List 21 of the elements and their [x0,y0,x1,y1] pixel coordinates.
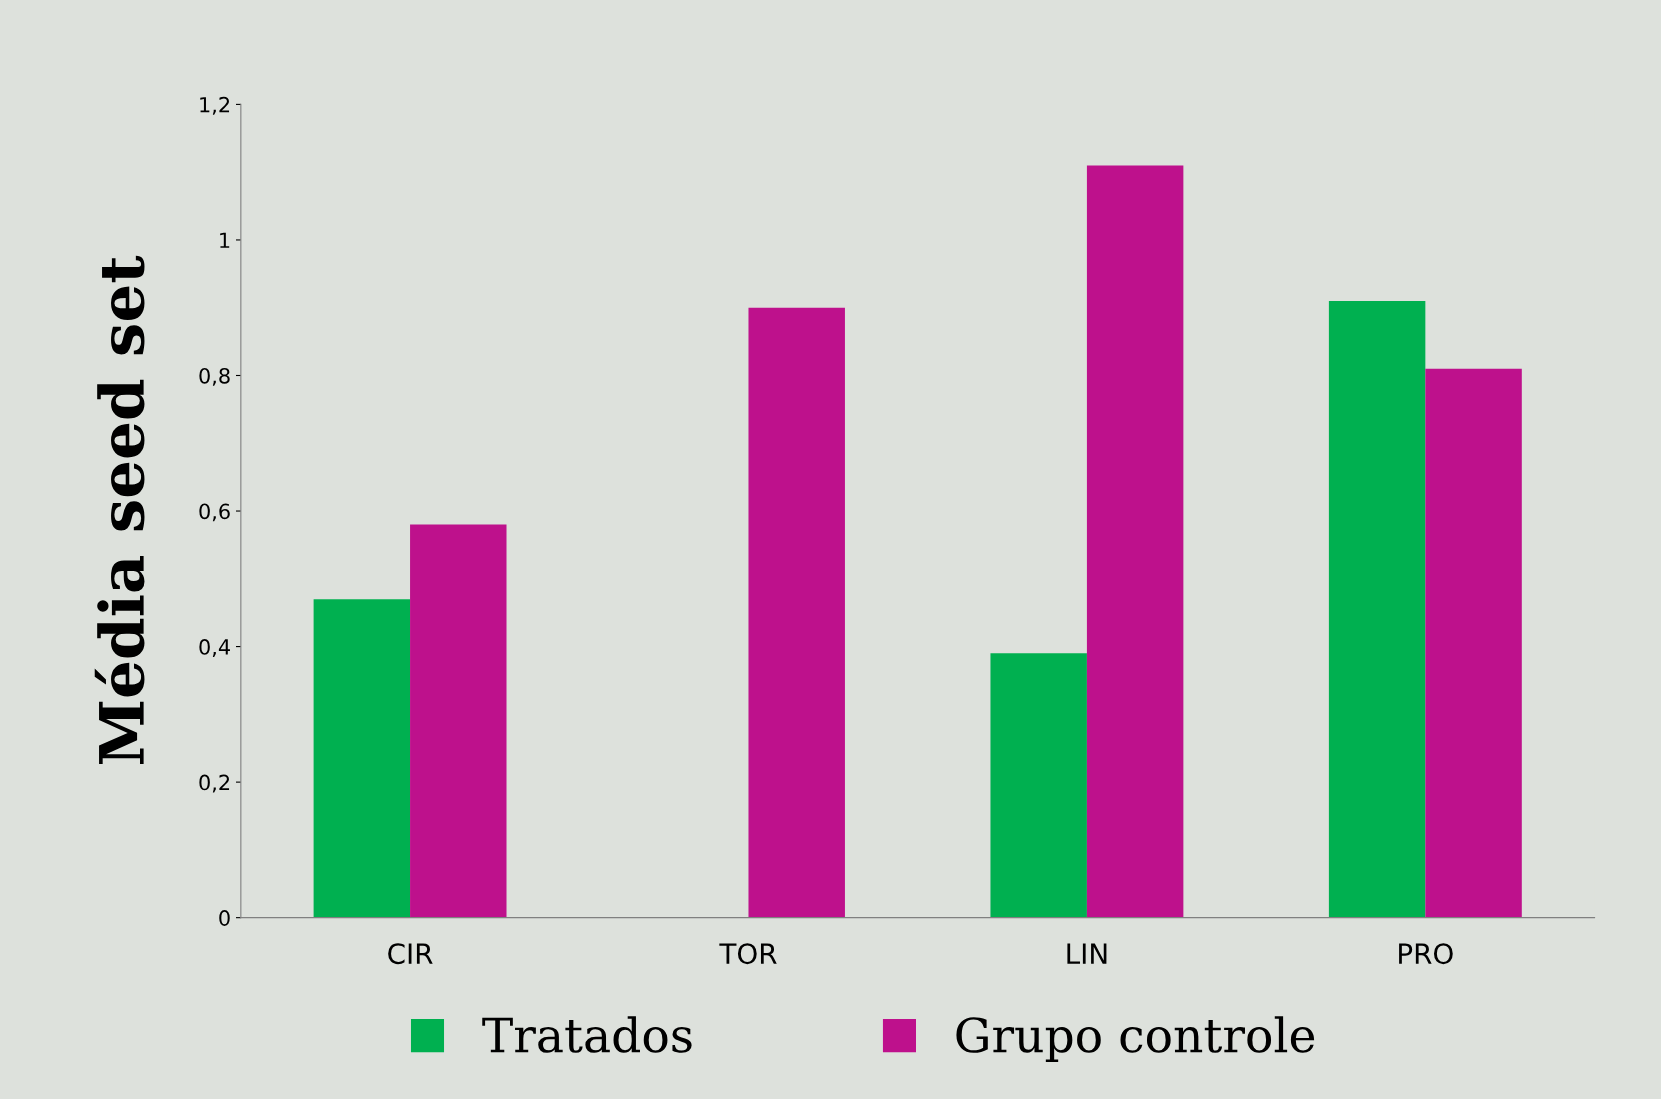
bar [1328,300,1426,918]
bar [990,653,1087,918]
y-tick-label: 1 [220,232,230,248]
bar [1086,165,1184,918]
x-tick-label: CIR [388,943,433,965]
bar [410,524,507,918]
y-axis-title: Média seed set [94,255,145,764]
x-tick-label: LIN [1067,943,1107,964]
y-tick-label: 0,8 [199,367,230,386]
x-tick-label: TOR [719,943,777,965]
x-tick-label: PRO [1399,943,1453,965]
bar [748,307,845,918]
y-tick-label: 0,2 [199,774,230,793]
bar [1425,368,1522,918]
y-tick-label: 0 [219,910,230,926]
y-tick-label: 0,4 [199,639,230,657]
legend-label: Grupo controle [956,1016,1315,1062]
y-tick-label: 0,6 [199,503,230,522]
bar [313,599,411,918]
y-tick-label: 1,2 [200,96,230,115]
legend-label: Tratados [482,1016,692,1053]
